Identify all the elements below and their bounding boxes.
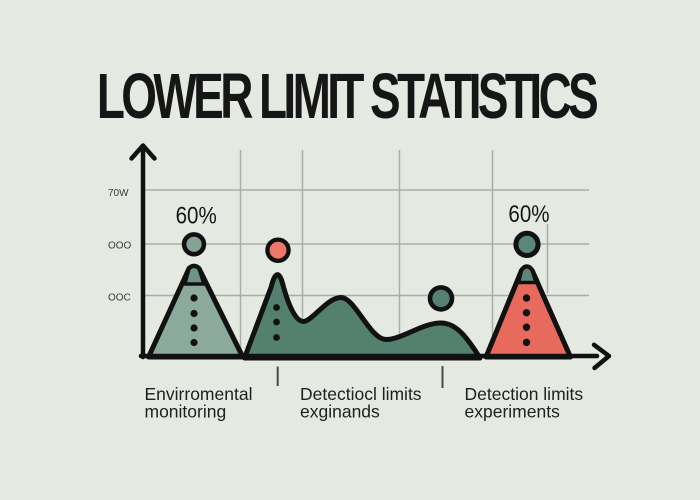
svg-text:exginands: exginands: [300, 402, 380, 422]
svg-text:Detection limits: Detection limits: [465, 384, 584, 404]
svg-text:60%: 60%: [508, 200, 549, 227]
svg-text:Envirromental: Envirromental: [145, 384, 253, 404]
svg-text:70W: 70W: [108, 188, 129, 199]
svg-text:OOC: OOC: [108, 293, 131, 304]
svg-text:monitoring: monitoring: [145, 402, 227, 422]
svg-text:60%: 60%: [176, 202, 217, 229]
svg-text:OOO: OOO: [108, 241, 132, 252]
svg-text:Detectiocl limits: Detectiocl limits: [300, 384, 422, 404]
svg-text:experiments: experiments: [465, 402, 561, 422]
svg-text:LOWER LIMIT STATISTICS: LOWER LIMIT STATISTICS: [97, 61, 597, 132]
